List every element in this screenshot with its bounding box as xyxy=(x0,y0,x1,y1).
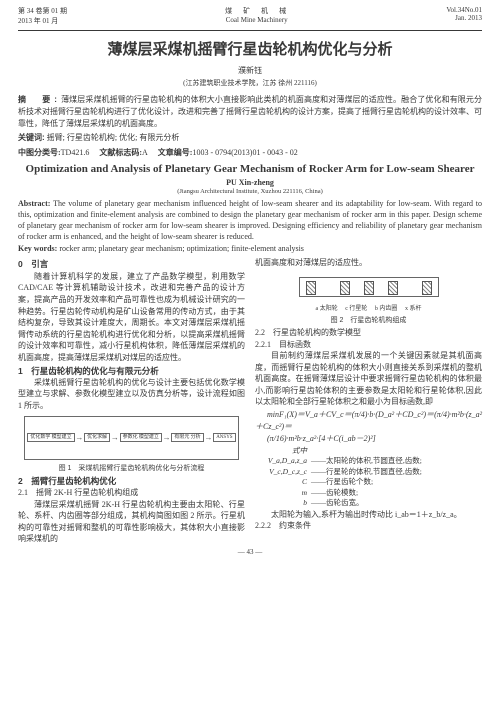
where-list: 式中 V_a,D_a,z_a——太阳轮的体积,节圆直径,齿数; V_c,D_c,… xyxy=(255,446,482,509)
arrow-icon: → xyxy=(163,432,171,444)
section-1-heading: 1 行星齿轮机构的优化与有限元分析 xyxy=(18,365,245,377)
equation-1: minF₁(X)＝V_a＋CV_c＝(π/4)·b·(D_a²＋CD_c²)＝(… xyxy=(255,409,482,432)
where-symbol: C xyxy=(255,477,311,488)
fig1-block: 参数化 模型建立 xyxy=(120,433,162,443)
author-en: PU Xin-zheng xyxy=(0,178,500,188)
header-right: Vol.34No.01 Jan. 2013 xyxy=(446,6,482,26)
volume-issue: 第 34 卷第 01 期 xyxy=(18,6,67,16)
section-1-para: 采煤机摇臂行星齿轮机构的优化与设计主要包括优化数学模型建立与求解、参数化模型建立… xyxy=(18,377,245,412)
keywords-en-text: rocker arm; planetary gear mechanism; op… xyxy=(59,244,304,253)
abstract-en-lead: Abstract: xyxy=(18,199,50,208)
fig2-label: x 系杆 xyxy=(405,306,422,312)
doc-lead: 文献标志码: xyxy=(99,148,142,157)
fig2-labels: a 太阳轮 c 行星轮 b 内齿圈 x 系杆 xyxy=(255,305,482,314)
section-222-heading: 2.2.2 约束条件 xyxy=(255,520,482,532)
figure-2-caption: 图 2 行星齿轮机构组成 xyxy=(255,316,482,326)
section-21-para-cont: 机面高度和对薄煤层的适应性。 xyxy=(255,257,482,269)
left-column: 0 引言 随着计算机科学的发展，建立了产品数学模型，利用数学 CAD/CAE 等… xyxy=(18,257,245,545)
abstract-cn: 摘 要:薄煤层采煤机摇臂的行星齿轮机构的体积大小直接影响此类机的机面高度和对薄煤… xyxy=(0,94,500,130)
fig1-block: 优化求解 xyxy=(84,433,110,443)
date-cn: 2013 年 01 月 xyxy=(18,16,67,26)
affiliation-cn: (江苏建筑职业技术学院，江苏 徐州 221116) xyxy=(0,78,500,94)
where-lead: 式中 xyxy=(255,446,311,457)
section-22-heading: 2.2 行星齿轮机构的数学模型 xyxy=(255,327,482,339)
abstract-en: Abstract: The volume of planetary gear m… xyxy=(0,199,500,242)
fig1-block: 有限元 分析 xyxy=(171,433,203,443)
fig1-block: 优化数学 模型建立 xyxy=(27,433,74,443)
section-221-heading: 2.2.1 目标函数 xyxy=(255,339,482,351)
body-columns: 0 引言 随着计算机科学的发展，建立了产品数学模型，利用数学 CAD/CAE 等… xyxy=(0,257,500,545)
where-text: ——行星轮的体积,节圆直径,齿数; xyxy=(311,467,422,478)
artno-lead: 文章编号: xyxy=(158,148,193,157)
page-number: — 43 — xyxy=(0,545,500,556)
section-221-para: 目前制约薄煤层采煤机发展的一个关键因素就是其机面高度，而摇臂行星齿轮机构的体积大… xyxy=(255,350,482,408)
fig2-schematic xyxy=(299,277,439,297)
arrow-icon: → xyxy=(75,432,83,444)
fig2-label: c 行星轮 xyxy=(345,306,367,312)
clc-lead: 中图分类号: xyxy=(18,148,61,157)
abstract-cn-text: 薄煤层采煤机摇臂的行星齿轮机构的体积大小直接影响此类机的机面高度和对薄煤层的适应… xyxy=(18,95,482,128)
section-2-heading: 2 摇臂行星齿轮机构优化 xyxy=(18,475,245,487)
section-21-heading: 2.1 摇臂 2K-H 行星齿轮机构组成 xyxy=(18,487,245,499)
right-column: 机面高度和对薄煤层的适应性。 a 太阳轮 c 行星轮 b 内齿圈 x 系杆 图 … xyxy=(255,257,482,545)
keywords-en-lead: Key words: xyxy=(18,244,57,253)
where-text: ——太阳轮的体积,节圆直径,齿数; xyxy=(311,456,422,467)
arrow-icon: → xyxy=(111,432,119,444)
equation-1b: (π/16)·m²b·z_a²·[4＋C(i_ab－2)²] xyxy=(255,433,482,445)
keywords-cn-lead: 关键词: xyxy=(18,133,45,142)
section-221-para2: 太阳轮为输入,系杆为输出时传动比 i_ab＝1＋z_b/z_a。 xyxy=(255,509,482,521)
section-0-heading: 0 引言 xyxy=(18,258,245,270)
figure-1: 优化数学 模型建立 → 优化求解 → 参数化 模型建立 → 有限元 分析 → A… xyxy=(24,416,239,460)
gear-box-icon xyxy=(388,281,398,295)
figure-2 xyxy=(261,272,476,302)
affiliation-en: (Jiangsu Architectural Institute, Xuzhou… xyxy=(0,188,500,199)
where-symbol: b xyxy=(255,498,311,509)
journal-name-en: Coal Mine Machinery xyxy=(225,16,288,24)
where-symbol: m xyxy=(255,488,311,499)
date-en: Jan. 2013 xyxy=(446,14,482,22)
header-left: 第 34 卷第 01 期 2013 年 01 月 xyxy=(18,6,67,26)
gear-box-icon xyxy=(422,281,432,295)
journal-header: 第 34 卷第 01 期 2013 年 01 月 煤 矿 机 械 Coal Mi… xyxy=(0,0,500,28)
figure-1-caption: 图 1 采煤机摇臂行星齿轮机构优化与分析流程 xyxy=(18,464,245,474)
journal-name-cn: 煤 矿 机 械 xyxy=(225,6,288,16)
abstract-cn-lead: 摘 要: xyxy=(18,95,61,104)
classification-row: 中图分类号:TD421.6 文献标志码:A 文章编号:1003 - 0794(2… xyxy=(0,145,500,162)
abstract-en-text: The volume of planetary gear mechanism i… xyxy=(18,199,482,240)
keywords-cn-text: 摇臂; 行星齿轮机构; 优化; 有限元分析 xyxy=(47,133,180,142)
where-text: ——齿轮模数; xyxy=(311,488,358,499)
section-21-para: 薄煤层采煤机摇臂 2K-H 行星齿轮机构主要由太阳轮、行星轮、系杆、内齿圈等部分… xyxy=(18,499,245,545)
gear-box-icon xyxy=(306,281,316,295)
gear-box-icon xyxy=(340,281,350,295)
gear-box-icon xyxy=(364,281,374,295)
header-center: 煤 矿 机 械 Coal Mine Machinery xyxy=(225,6,288,26)
keywords-en: Key words: rocker arm; planetary gear me… xyxy=(0,242,500,257)
where-symbol: V_a,D_a,z_a xyxy=(255,456,311,467)
where-symbol: V_c,D_c,z_c xyxy=(255,467,311,478)
vol-no-en: Vol.34No.01 xyxy=(446,6,482,14)
keywords-cn: 关键词: 摇臂; 行星齿轮机构; 优化; 有限元分析 xyxy=(0,130,500,145)
artno: 1003 - 0794(2013)01 - 0043 - 02 xyxy=(192,148,297,157)
clc-code: TD421.6 xyxy=(61,148,90,157)
fig1-block: ANSYS xyxy=(213,433,235,443)
arrow-icon: → xyxy=(204,432,212,444)
fig2-label: b 内齿圈 xyxy=(375,306,398,312)
author-cn: 濮新钰 xyxy=(0,65,500,78)
section-0-para: 随着计算机科学的发展，建立了产品数学模型，利用数学 CAD/CAE 等计算机辅助… xyxy=(18,271,245,364)
where-text: ——齿轮齿宽。 xyxy=(311,498,364,509)
paper-title-cn: 薄煤层采煤机摇臂行星齿轮机构优化与分析 xyxy=(0,31,500,65)
paper-title-en: Optimization and Analysis of Planetary G… xyxy=(0,162,500,178)
where-text: ——行星齿轮个数; xyxy=(311,477,373,488)
fig2-label: a 太阳轮 xyxy=(316,306,338,312)
doc-code: A xyxy=(142,148,148,157)
